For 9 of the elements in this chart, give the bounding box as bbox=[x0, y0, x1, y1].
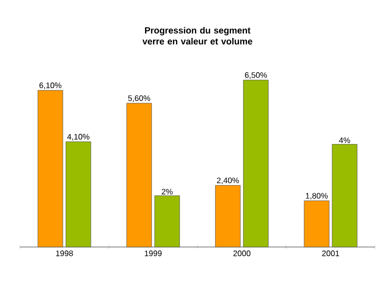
bar bbox=[126, 102, 152, 248]
bar bbox=[304, 200, 330, 248]
bar bbox=[66, 141, 92, 248]
bar bbox=[38, 90, 64, 248]
bar bbox=[154, 195, 180, 248]
bar bbox=[215, 185, 241, 248]
bar bbox=[332, 144, 358, 248]
chart-title: Progression du segment verre en valeur et volume bbox=[142, 26, 252, 45]
bar bbox=[243, 80, 269, 248]
